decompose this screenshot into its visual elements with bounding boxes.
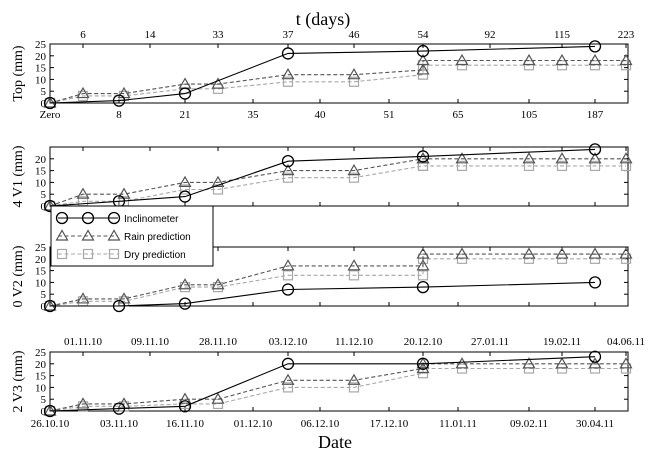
top-tick-label: 92 xyxy=(485,29,496,41)
legend-label: Dry prediction xyxy=(124,250,186,261)
data-point-rain xyxy=(590,249,601,258)
date-tick-label: 04.06.11 xyxy=(607,336,645,348)
y-tick-label: 5 xyxy=(41,394,47,406)
y-tick-label: 20 xyxy=(35,254,47,266)
y-tick-label: 15 xyxy=(35,166,47,178)
y-tick-label: 20 xyxy=(35,51,47,63)
data-point-rain xyxy=(524,55,535,64)
top-tick-label: 14 xyxy=(145,29,157,41)
y-tick-label: 5 xyxy=(41,86,47,98)
date-tick-label: 27.01.11 xyxy=(471,336,509,348)
date-tick-label: 11.12.10 xyxy=(335,336,374,348)
top-tick-label: 35 xyxy=(248,109,260,121)
panel-frame xyxy=(50,352,628,411)
y-axis-label: Top (mm) xyxy=(11,45,26,102)
date-tick-label: 26.10.10 xyxy=(31,418,70,430)
date-tick-label: 16.11.10 xyxy=(166,418,205,430)
bottom-axis-title: Date xyxy=(318,432,352,452)
y-axis-label: 4 V1 (mm) xyxy=(11,145,26,207)
series-line-dry xyxy=(50,65,626,103)
data-point-rain xyxy=(590,55,601,64)
data-point-rain xyxy=(349,260,360,270)
date-tick-label: 06.12.10 xyxy=(301,418,340,430)
y-tick-label: 25 xyxy=(35,242,47,254)
date-tick-label: 01.12.10 xyxy=(234,418,273,430)
series-line-dry xyxy=(50,369,626,412)
y-tick-label: 20 xyxy=(35,154,47,166)
legend-label: Inclinometer xyxy=(124,214,179,225)
y-tick-label: 15 xyxy=(35,63,47,75)
data-point-rain xyxy=(524,249,535,258)
top-axis-title: t (days) xyxy=(296,9,350,30)
top-tick-label: 223 xyxy=(618,29,635,41)
data-point-rain xyxy=(283,260,294,270)
date-tick-label: 28.11.10 xyxy=(199,336,238,348)
data-point-rain xyxy=(621,358,632,368)
top-tick-label: 187 xyxy=(587,109,604,121)
y-axis-label: 0 V2 (mm) xyxy=(11,245,26,307)
top-tick-label: 51 xyxy=(384,109,395,121)
y-tick-label: 5 xyxy=(41,289,47,301)
top-tick-label: 8 xyxy=(116,109,122,121)
series-line-inclinometer xyxy=(50,282,595,306)
top-tick-label: Zero xyxy=(40,109,61,121)
panel-frame xyxy=(50,147,628,206)
series-dry xyxy=(46,61,631,108)
data-point-rain xyxy=(457,358,468,368)
y-tick-label: 10 xyxy=(35,277,47,289)
date-tick-label: 20.12.10 xyxy=(404,336,443,348)
data-point-rain xyxy=(213,79,224,89)
top-tick-label: 115 xyxy=(554,29,571,41)
date-tick-label: 09.11.10 xyxy=(131,336,170,348)
series-rain xyxy=(45,153,632,210)
top-tick-label: 65 xyxy=(453,109,465,121)
data-point-rain xyxy=(621,55,632,64)
top-tick-label: 105 xyxy=(521,109,538,121)
data-point-rain xyxy=(180,79,191,89)
y-tick-label: 10 xyxy=(35,382,47,394)
series-line-rain xyxy=(50,364,626,411)
y-tick-label: 10 xyxy=(35,74,47,86)
series-dry xyxy=(46,161,631,210)
date-tick-label: 09.02.11 xyxy=(510,418,548,430)
series-line-inclinometer xyxy=(50,357,595,411)
date-tick-label: 30.04.11 xyxy=(576,418,614,430)
date-tick-label: 01.11.10 xyxy=(64,336,103,348)
date-tick-label: 17.12.10 xyxy=(370,418,409,430)
data-point-rain xyxy=(557,55,568,64)
y-tick-label: 25 xyxy=(35,39,47,51)
top-tick-label: 21 xyxy=(180,109,191,121)
y-axis-label: 2 V3 (mm) xyxy=(11,350,26,412)
y-tick-label: 15 xyxy=(35,371,47,383)
legend-label: Rain prediction xyxy=(124,232,191,243)
data-point-rain xyxy=(457,55,468,64)
y-tick-label: 5 xyxy=(41,189,47,201)
top-tick-label: 6 xyxy=(80,29,86,41)
data-point-rain xyxy=(457,249,468,258)
y-tick-label: 25 xyxy=(35,347,47,359)
top-tick-label: 37 xyxy=(283,29,295,41)
date-tick-label: 19.02.11 xyxy=(543,336,581,348)
y-tick-label: 20 xyxy=(35,359,47,371)
y-tick-label: 10 xyxy=(35,177,47,189)
data-point-rain xyxy=(557,358,568,368)
top-tick-label: 46 xyxy=(349,29,361,41)
top-tick-label: 40 xyxy=(315,109,327,121)
y-tick-label: 15 xyxy=(35,266,47,278)
date-tick-label: 11.01.11 xyxy=(439,418,477,430)
top-tick-label: 54 xyxy=(418,29,430,41)
top-tick-label: 33 xyxy=(213,29,225,41)
legend: Inclinometer Rain prediction Dry predictio… xyxy=(51,206,213,266)
date-tick-label: 03.12.10 xyxy=(269,336,308,348)
date-tick-label: 03.11.10 xyxy=(100,418,139,430)
series-rain xyxy=(45,358,632,415)
